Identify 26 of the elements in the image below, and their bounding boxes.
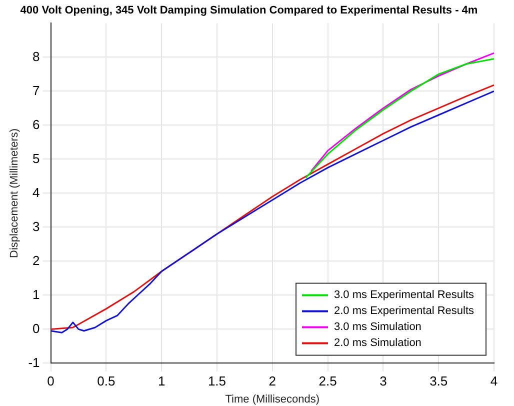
y-tick-label: 4 — [32, 184, 40, 200]
x-tick-label: 1 — [158, 374, 166, 389]
y-axis-title: Displacement (Millimeters) — [8, 128, 21, 258]
y-tick-label: -1 — [28, 354, 40, 370]
x-tick-label: 2.5 — [318, 374, 337, 389]
legend-label: 2.0 ms Simulation — [334, 337, 422, 350]
x-tick-label: 4 — [490, 374, 498, 389]
y-tick-label: 7 — [32, 82, 40, 98]
x-tick-label: 0 — [47, 374, 54, 389]
legend-label: 3.0 ms Simulation — [334, 321, 422, 334]
x-tick-label: 0.5 — [97, 374, 116, 389]
legend-label: 3.0 ms Experimental Results — [334, 289, 474, 302]
y-tick-label: 8 — [32, 48, 40, 64]
x-tick-label: 1.5 — [208, 374, 226, 389]
legend-label: 2.0 ms Experimental Results — [334, 305, 474, 318]
y-tick-label: 0 — [32, 320, 40, 336]
x-tick-label: 3 — [380, 374, 387, 389]
x-axis-title: Time (Milliseconds) — [225, 393, 320, 406]
y-tick-label: 1 — [32, 286, 40, 302]
x-tick-label: 3.5 — [430, 374, 448, 389]
y-tick-label: 3 — [32, 218, 40, 234]
y-tick-label: 6 — [32, 116, 40, 132]
x-tick-label: 2 — [268, 374, 276, 389]
y-tick-label: 2 — [32, 252, 40, 268]
y-tick-label: 5 — [32, 150, 40, 166]
chart-title: 400 Volt Opening, 345 Volt Damping Simulation Compared to Experimental Results - 4m — [20, 4, 478, 17]
